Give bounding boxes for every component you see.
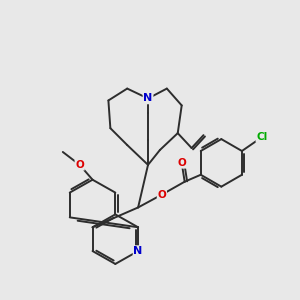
Text: O: O	[75, 160, 84, 170]
Text: N: N	[134, 246, 143, 256]
Text: O: O	[158, 190, 166, 200]
Text: N: N	[143, 94, 153, 103]
Text: O: O	[177, 158, 186, 168]
Text: Cl: Cl	[256, 132, 268, 142]
